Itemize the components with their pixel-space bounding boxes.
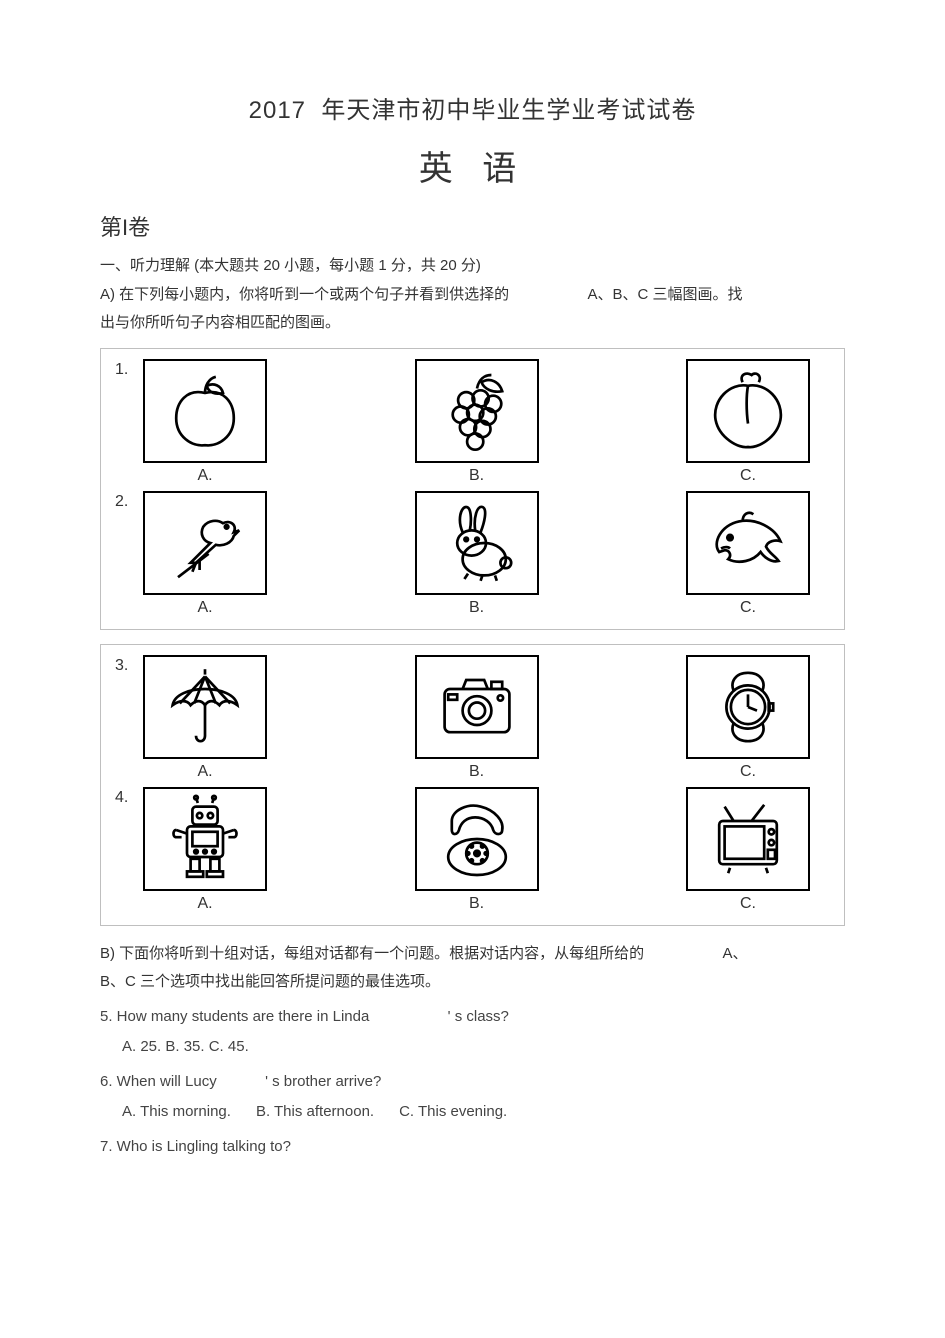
q5-tail: ' s class? — [448, 1008, 509, 1025]
q1-options: A. B. — [143, 359, 830, 485]
q6-opt-c: C. This evening. — [399, 1103, 507, 1120]
television-icon — [686, 787, 810, 891]
instr-b-p1: B) 下面你将听到十组对话，每组对话都有一个问题。根据对话内容，从每组所给的 — [100, 945, 644, 962]
q1-opt-c: C. — [686, 359, 810, 485]
q2-b-label: B. — [415, 599, 539, 617]
question-row-3: 3. A. — [115, 655, 830, 781]
q4-options: A. B. — [143, 787, 830, 913]
q3-opt-a: A. — [143, 655, 267, 781]
question-5: 5. How many students are there in Linda … — [100, 1003, 845, 1062]
camera-icon — [415, 655, 539, 759]
q2-a-label: A. — [143, 599, 267, 617]
instr-a-p1: A) 在下列每小题内，你将听到一个或两个句子并看到供选择的 — [100, 286, 509, 303]
volume-label: 第I卷 — [100, 210, 845, 242]
q6-options: A. This morning. B. This afternoon. C. T… — [100, 1098, 845, 1127]
question-row-2: 2. A. — [115, 491, 830, 617]
section-b-instr1: B) 下面你将听到十组对话，每组对话都有一个问题。根据对话内容，从每组所给的 A… — [100, 940, 845, 969]
section-a-heading: 一、听力理解 (本大题共 20 小题，每小题 1 分，共 20 分) — [100, 252, 845, 281]
q6-opt-a: A. This morning. — [122, 1103, 231, 1120]
q6-opt-b: B. This afternoon. — [256, 1103, 374, 1120]
q3-options: A. B. — [143, 655, 830, 781]
robot-icon — [143, 787, 267, 891]
q1-c-label: C. — [686, 467, 810, 485]
q3-opt-b: B. — [415, 655, 539, 781]
q7-text: 7. Who is Lingling talking to? — [100, 1133, 845, 1162]
q1-a-label: A. — [143, 467, 267, 485]
question-7: 7. Who is Lingling talking to? — [100, 1133, 845, 1162]
section-a-instr1: A) 在下列每小题内，你将听到一个或两个句子并看到供选择的 A、B、C 三幅图画… — [100, 281, 845, 310]
q4-c-label: C. — [686, 895, 810, 913]
q4-b-label: B. — [415, 895, 539, 913]
apple-icon — [143, 359, 267, 463]
instr-b-p2: A、 — [723, 945, 748, 962]
q4-opt-a: A. — [143, 787, 267, 913]
q1-number: 1. — [115, 359, 143, 379]
q5-text: 5. How many students are there in Linda — [100, 1008, 369, 1025]
image-group-2: 3. A. — [100, 644, 845, 926]
q3-b-label: B. — [415, 763, 539, 781]
q1-b-label: B. — [415, 467, 539, 485]
umbrella-icon — [143, 655, 267, 759]
telephone-icon — [415, 787, 539, 891]
q2-opt-b: B. — [415, 491, 539, 617]
q4-opt-b: B. — [415, 787, 539, 913]
q6-tail: ' s brother arrive? — [265, 1073, 381, 1090]
q1-opt-a: A. — [143, 359, 267, 485]
q2-opt-c: C. — [686, 491, 810, 617]
q4-number: 4. — [115, 787, 143, 807]
peach-icon — [686, 359, 810, 463]
q3-number: 3. — [115, 655, 143, 675]
exam-page: 2017 年天津市初中毕业生学业考试试卷 英 语 第I卷 一、听力理解 (本大题… — [0, 0, 945, 1223]
q3-c-label: C. — [686, 763, 810, 781]
q5-options: A. 25. B. 35. C. 45. — [100, 1033, 845, 1062]
image-group-1: 1. A. — [100, 348, 845, 630]
rabbit-icon — [415, 491, 539, 595]
q1-opt-b: B. — [415, 359, 539, 485]
q2-number: 2. — [115, 491, 143, 511]
q4-opt-c: C. — [686, 787, 810, 913]
grapes-icon — [415, 359, 539, 463]
question-row-1: 1. A. — [115, 359, 830, 485]
q3-a-label: A. — [143, 763, 267, 781]
page-title: 2017 年天津市初中毕业生学业考试试卷 — [100, 90, 845, 125]
year: 2017 — [249, 97, 306, 124]
question-6: 6. When will Lucy ' s brother arrive? A.… — [100, 1068, 845, 1127]
q4-a-label: A. — [143, 895, 267, 913]
q2-c-label: C. — [686, 599, 810, 617]
dolphin-icon — [686, 491, 810, 595]
q2-options: A. B. — [143, 491, 830, 617]
q2-opt-a: A. — [143, 491, 267, 617]
q6-text: 6. When will Lucy — [100, 1073, 217, 1090]
subject-title: 英 语 — [100, 141, 845, 190]
watch-icon — [686, 655, 810, 759]
title-rest: 年天津市初中毕业生学业考试试卷 — [321, 97, 696, 124]
question-row-4: 4. — [115, 787, 830, 913]
bird-icon — [143, 491, 267, 595]
instr-a-p2: A、B、C 三幅图画。找 — [588, 286, 743, 303]
section-b-instr2: B、C 三个选项中找出能回答所提问题的最佳选项。 — [100, 968, 845, 997]
section-a-instr2: 出与你所听句子内容相匹配的图画。 — [100, 309, 845, 338]
q3-opt-c: C. — [686, 655, 810, 781]
